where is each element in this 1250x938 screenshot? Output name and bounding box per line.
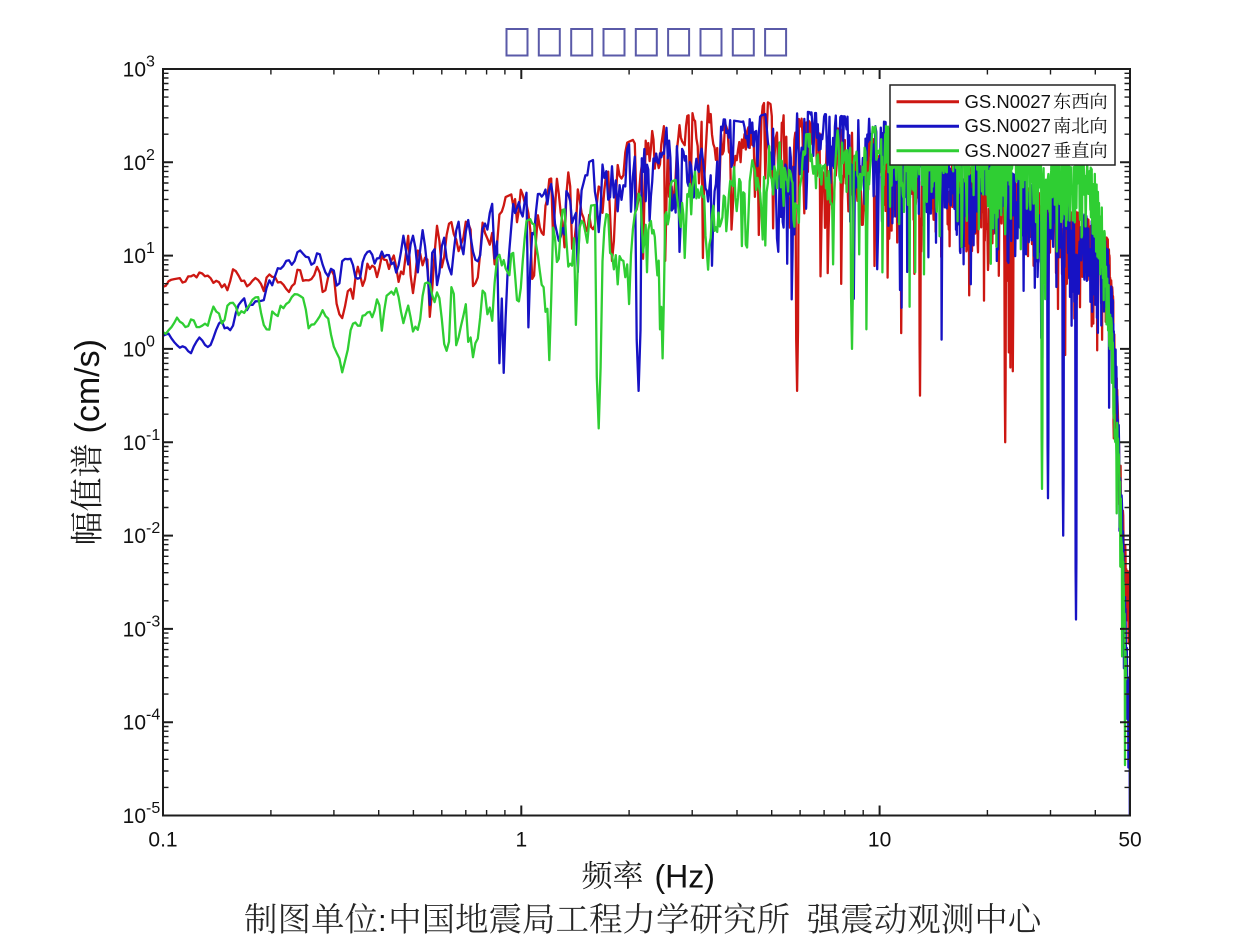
svg-text:(cm/s): (cm/s) <box>69 339 107 433</box>
svg-text:-1: -1 <box>146 427 160 444</box>
svg-text:-4: -4 <box>146 707 160 724</box>
svg-text:(Hz): (Hz) <box>655 859 715 895</box>
svg-text::: : <box>378 903 387 938</box>
svg-text:1: 1 <box>146 240 155 257</box>
svg-text:10: 10 <box>123 245 146 268</box>
svg-text:-3: -3 <box>146 613 160 630</box>
svg-text:10: 10 <box>123 618 146 641</box>
svg-text:-5: -5 <box>146 800 160 817</box>
svg-text:10: 10 <box>123 525 146 548</box>
svg-text:10: 10 <box>123 805 146 828</box>
svg-text:10: 10 <box>123 152 146 175</box>
svg-text:50: 50 <box>1118 829 1141 852</box>
svg-text:2: 2 <box>146 147 155 164</box>
svg-text:10: 10 <box>123 712 146 735</box>
svg-text:10: 10 <box>123 432 146 455</box>
svg-text:3: 3 <box>146 54 155 71</box>
svg-text:-2: -2 <box>146 520 160 537</box>
svg-text:GS.N0027: GS.N0027 <box>965 140 1051 161</box>
svg-text:GS.N0027: GS.N0027 <box>965 91 1051 112</box>
svg-text:1: 1 <box>515 829 527 852</box>
svg-text:10: 10 <box>123 338 146 361</box>
svg-text:10: 10 <box>868 829 891 852</box>
svg-text:10: 10 <box>123 59 146 82</box>
svg-text:0.1: 0.1 <box>148 829 177 852</box>
svg-text:GS.N0027: GS.N0027 <box>965 115 1051 136</box>
svg-text:0: 0 <box>146 333 155 350</box>
